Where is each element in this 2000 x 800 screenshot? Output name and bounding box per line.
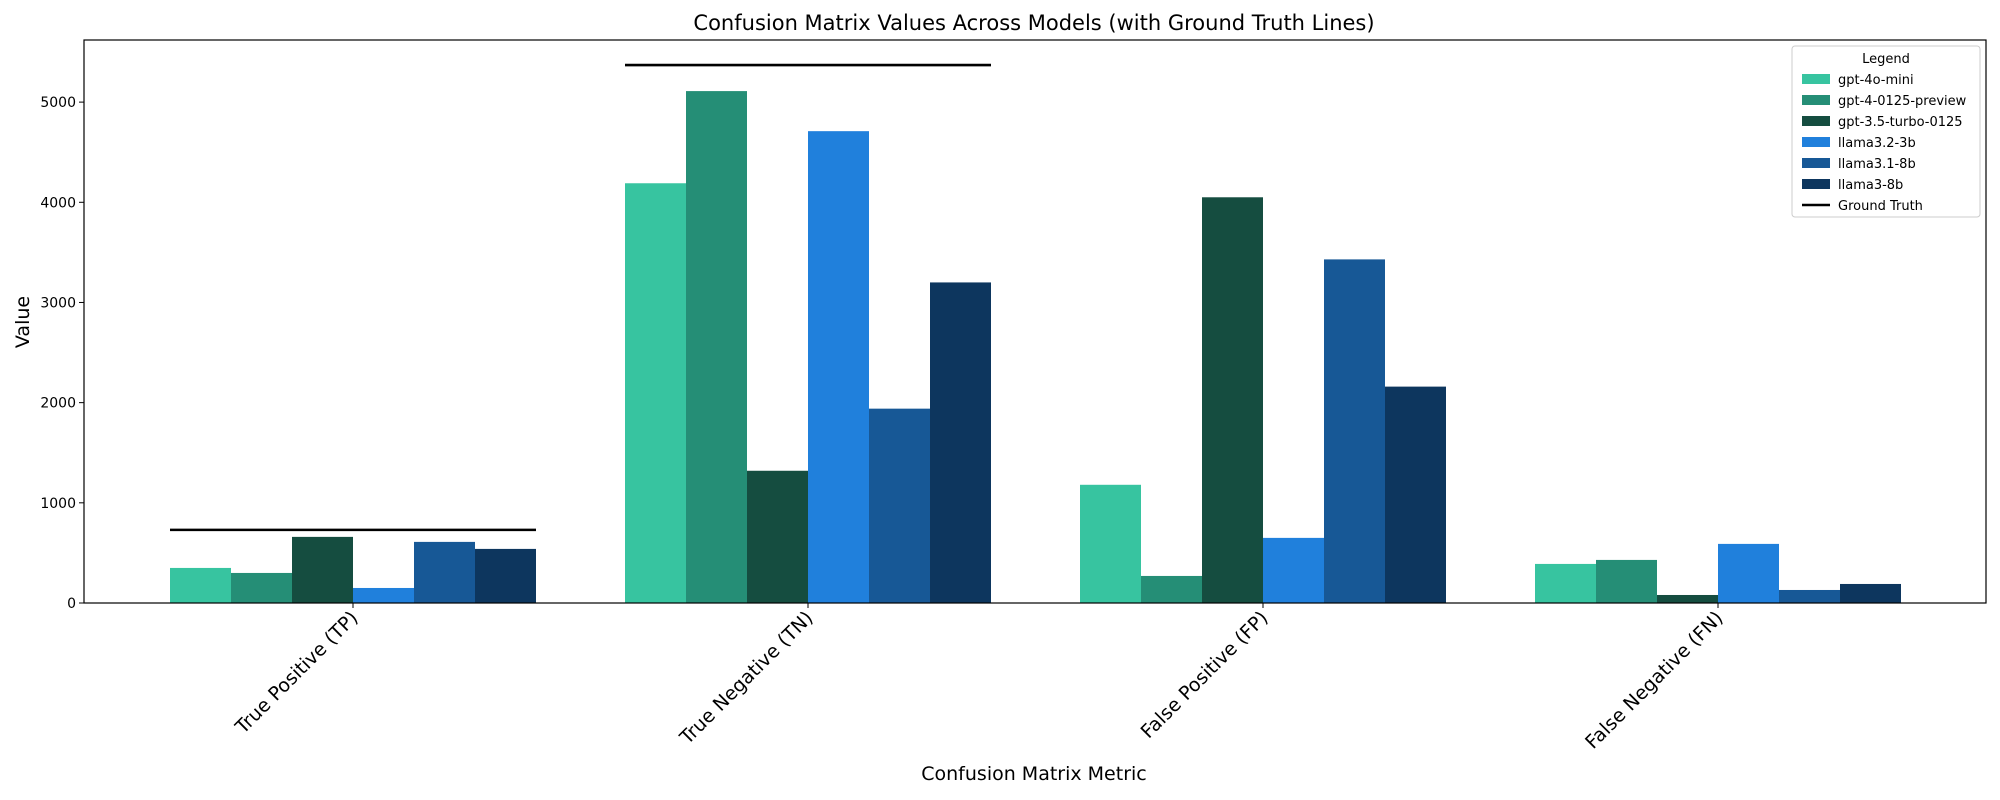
bar-llama3-1-8b-2 [1324,259,1385,603]
bar-gpt-4-0125-preview-0 [231,572,292,603]
legend-label: llama3.2-3b [1838,136,1916,151]
y-axis: 0 1000 2000 3000 4000 5000 [40,95,84,612]
bar-llama3-2-3b-3 [1718,543,1779,603]
legend-title: Legend [1862,52,1910,67]
legend-swatch [1802,95,1830,105]
y-tick-label: 3000 [40,295,76,311]
bar-llama3-2-3b-2 [1263,537,1324,603]
bar-gpt-3-5-turbo-0125-3 [1657,594,1718,603]
bar-llama3-2-3b-1 [808,131,869,603]
bar-llama3-1-8b-1 [869,408,930,603]
bar-llama3-8b-3 [1840,583,1901,603]
y-tick-label: 0 [67,596,76,612]
y-tick-label: 1000 [40,496,76,512]
x-axis: True Positive (TP) True Negative (TN) Fals… [231,603,1728,753]
bars-layer [170,91,1901,603]
bar-llama3-8b-0 [475,548,536,603]
y-axis-label: Value [12,296,34,348]
bar-llama3-2-3b-0 [353,587,414,603]
bar-gpt-4o-mini-0 [170,567,231,603]
bar-gpt-4o-mini-2 [1080,484,1141,603]
legend-box [1791,45,1981,218]
bar-llama3-1-8b-3 [1779,589,1840,603]
bar-gpt-3-5-turbo-0125-2 [1202,197,1263,603]
legend-label: gpt-4o-mini [1838,73,1914,88]
legend-label: llama3.1-8b [1838,157,1916,172]
y-tick-label: 5000 [40,95,76,111]
bar-llama3-8b-2 [1385,386,1446,603]
x-tick-label: True Positive (TP) [231,607,363,739]
bar-llama3-8b-1 [930,282,991,603]
chart-title: Confusion Matrix Values Across Models (w… [693,11,1374,35]
bar-gpt-4-0125-preview-3 [1596,559,1657,603]
x-tick-label: False Positive (FP) [1137,607,1273,743]
y-tick-label: 2000 [40,396,76,412]
legend-swatch [1802,179,1830,189]
bar-llama3-1-8b-0 [414,541,475,603]
legend-swatch [1802,158,1830,168]
legend-label: Ground Truth [1838,199,1923,214]
bar-gpt-3-5-turbo-0125-1 [747,470,808,603]
bar-gpt-4-0125-preview-2 [1141,575,1202,603]
x-axis-label: Confusion Matrix Metric [921,763,1146,785]
x-tick-label: True Negative (TN) [675,607,817,749]
legend-label: gpt-3.5-turbo-0125 [1838,115,1963,130]
legend: Legend gpt-4o-mini gpt-4-0125-preview gpt-3… [1791,45,1981,218]
legend-swatch [1802,137,1830,147]
legend-label: gpt-4-0125-preview [1838,94,1967,109]
y-tick-label: 4000 [40,195,76,211]
bar-gpt-4o-mini-1 [625,183,686,603]
legend-label: llama3-8b [1838,178,1903,193]
legend-swatch [1802,116,1830,126]
bar-gpt-4-0125-preview-1 [686,91,747,603]
legend-swatch [1802,74,1830,84]
ground-truth-layer [170,63,991,532]
bar-gpt-3-5-turbo-0125-0 [292,536,353,603]
x-tick-label: False Negative (FN) [1581,607,1727,753]
bar-gpt-4o-mini-3 [1535,563,1596,603]
plot-area-frame [83,39,1987,604]
